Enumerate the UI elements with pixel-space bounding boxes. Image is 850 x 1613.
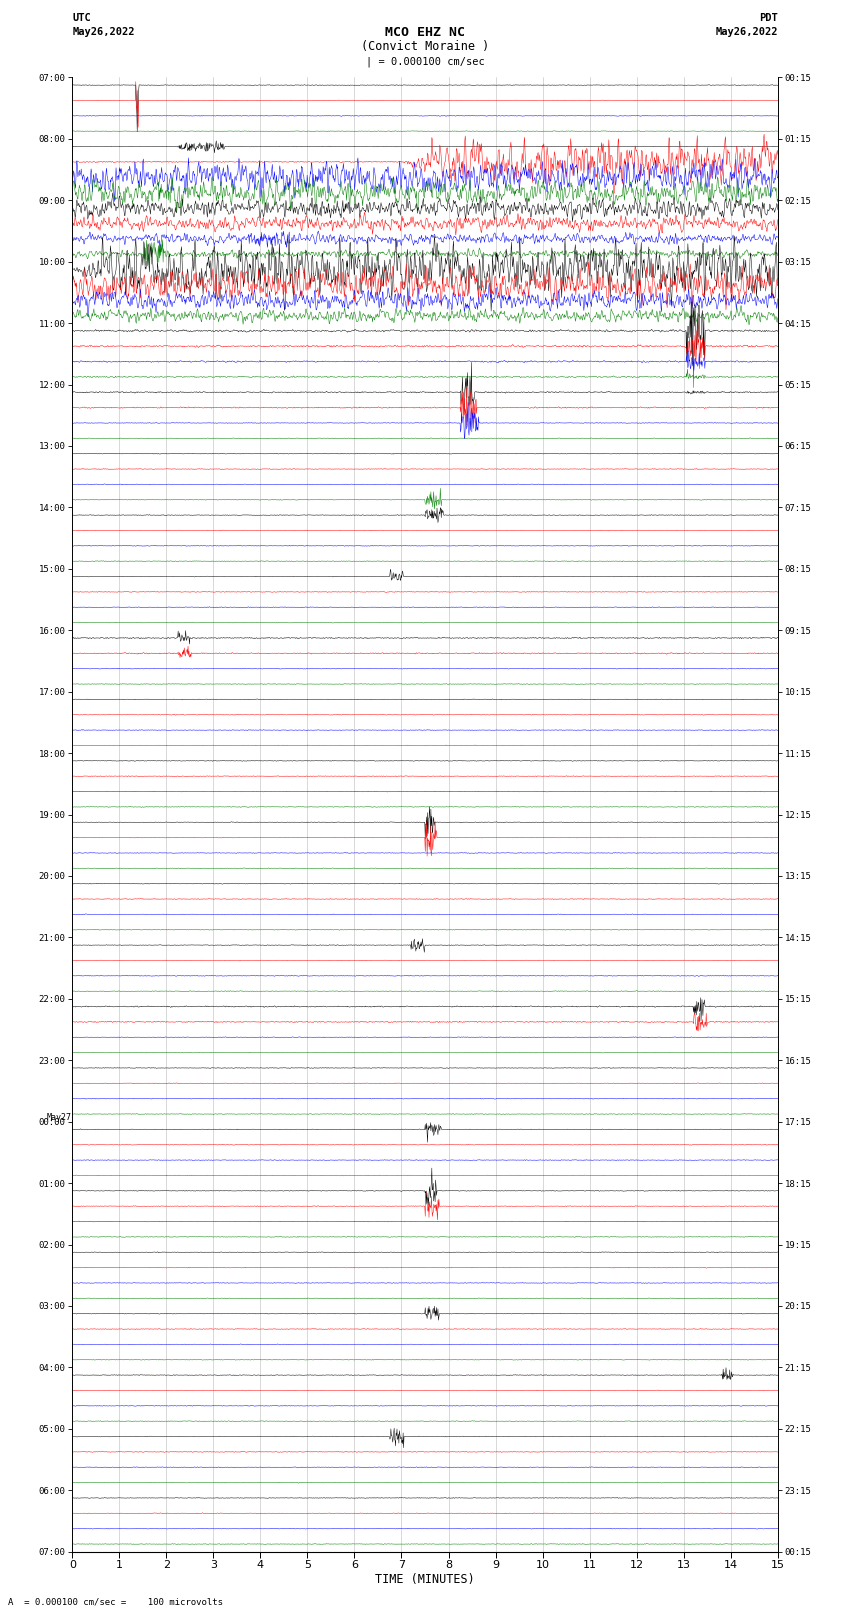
X-axis label: TIME (MINUTES): TIME (MINUTES) [375,1573,475,1586]
Text: UTC: UTC [72,13,91,23]
Text: A  = 0.000100 cm/sec =    100 microvolts: A = 0.000100 cm/sec = 100 microvolts [8,1597,224,1607]
Text: MCO EHZ NC: MCO EHZ NC [385,26,465,39]
Text: May27: May27 [47,1113,71,1121]
Text: PDT: PDT [759,13,778,23]
Text: May26,2022: May26,2022 [72,27,135,37]
Text: (Convict Moraine ): (Convict Moraine ) [361,40,489,53]
Text: May26,2022: May26,2022 [715,27,778,37]
Text: | = 0.000100 cm/sec: | = 0.000100 cm/sec [366,56,484,68]
